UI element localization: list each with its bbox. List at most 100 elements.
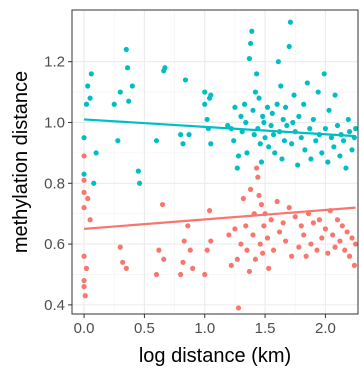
x-tick-label: 1.0 [194, 320, 215, 337]
data-point [289, 253, 295, 259]
data-point [123, 46, 129, 53]
data-point [250, 232, 256, 238]
data-point [315, 89, 321, 95]
data-point [255, 174, 261, 180]
data-point [252, 256, 259, 262]
data-point [351, 262, 357, 268]
x-axis-ticks: 0.0 0.5 1.0 1.5 2.0 [74, 314, 336, 337]
data-point [81, 189, 87, 195]
data-point [296, 244, 302, 250]
data-point [181, 238, 187, 244]
data-point [264, 104, 271, 110]
data-point [234, 165, 240, 171]
data-point [346, 129, 353, 135]
data-point [296, 113, 302, 119]
data-point [204, 247, 210, 253]
data-point [226, 232, 232, 238]
data-point [111, 101, 117, 107]
data-point [257, 141, 263, 147]
data-point [87, 217, 93, 223]
x-tick-label: 0.0 [74, 320, 95, 337]
data-point [314, 247, 320, 253]
data-point [290, 119, 296, 126]
data-point [81, 284, 87, 290]
x-tick-label: 0.5 [134, 320, 155, 337]
data-point [303, 253, 309, 259]
data-point [316, 217, 322, 223]
data-point [308, 241, 314, 247]
data-point [280, 116, 286, 123]
data-point [331, 144, 337, 150]
data-point [302, 147, 308, 153]
data-point [250, 107, 256, 113]
data-point [289, 141, 295, 147]
data-point [334, 217, 341, 223]
data-point [282, 238, 289, 244]
data-point [276, 229, 283, 235]
data-point [244, 150, 250, 156]
data-point [286, 205, 292, 211]
panel-background [72, 10, 358, 314]
y-axis-ticks: 0.4 0.6 0.8 1.0 1.2 [44, 54, 72, 314]
data-point [345, 116, 351, 123]
data-point [319, 150, 325, 156]
data-point [325, 250, 331, 256]
y-axis-title: methylation distance [10, 71, 32, 253]
data-point [117, 89, 123, 95]
data-point [81, 135, 87, 141]
data-point [339, 223, 345, 229]
data-point [269, 110, 275, 116]
data-point [88, 71, 94, 77]
data-point [202, 89, 208, 95]
data-point [156, 247, 162, 253]
data-point [298, 135, 304, 141]
data-point [280, 220, 286, 226]
data-point [262, 135, 268, 141]
trend-line [83, 206, 356, 230]
data-point [115, 138, 121, 144]
data-point [349, 235, 355, 241]
data-point [85, 195, 91, 202]
data-point [278, 83, 284, 89]
data-point [234, 256, 240, 262]
data-point [260, 113, 266, 119]
data-point [162, 65, 168, 71]
data-point [225, 122, 231, 129]
data-point [81, 205, 87, 211]
data-point [180, 259, 186, 265]
data-point [270, 247, 277, 253]
data-point [254, 71, 260, 77]
panel-border [71, 9, 359, 315]
data-point [238, 241, 244, 247]
data-point [274, 101, 280, 107]
y-tick-label: 0.8 [44, 175, 65, 192]
trend-line [83, 118, 356, 138]
data-point [246, 268, 252, 275]
data-point [340, 138, 347, 144]
data-point [270, 132, 277, 138]
data-point [81, 171, 87, 177]
data-point [268, 217, 274, 223]
data-point [310, 116, 316, 123]
data-point [258, 201, 265, 208]
y-tick-label: 1.2 [44, 54, 65, 71]
trend-lines [83, 118, 356, 230]
data-point [185, 223, 191, 229]
data-point [279, 156, 285, 162]
data-point [342, 247, 348, 253]
data-point [81, 153, 87, 159]
data-point [153, 138, 160, 144]
data-point [310, 220, 316, 226]
data-point [352, 241, 359, 247]
data-point [287, 19, 294, 25]
data-point [187, 247, 193, 253]
data-point [241, 101, 248, 107]
data-point [307, 125, 313, 132]
data-point [286, 43, 292, 50]
data-point [301, 101, 307, 107]
data-point [178, 271, 184, 278]
data-point [258, 159, 265, 165]
data-point [257, 241, 263, 247]
data-point [93, 150, 99, 156]
data-point [266, 144, 272, 150]
